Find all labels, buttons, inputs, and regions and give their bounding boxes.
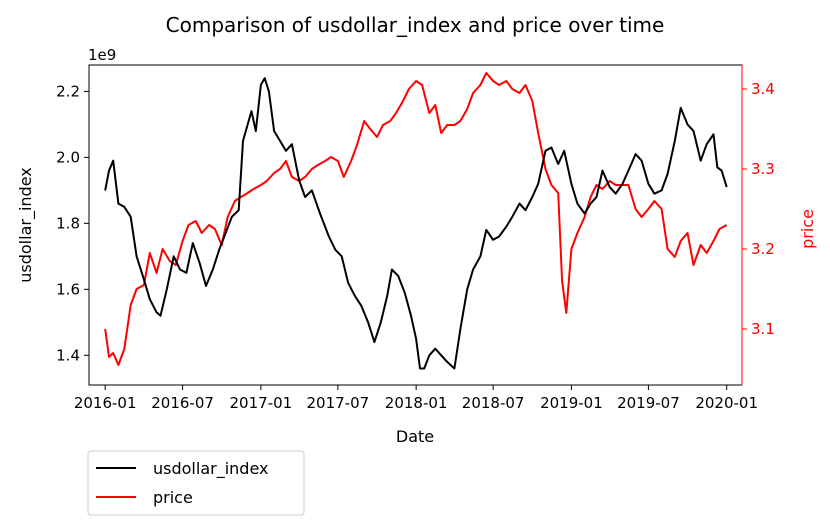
y-right-tick-label: 3.1 [751, 320, 775, 338]
legend-label-price: price [153, 488, 193, 507]
legend: usdollar_index price [87, 450, 305, 516]
x-tick-label: 2016-07 [151, 394, 214, 412]
y-left-tick-label: 1.8 [56, 214, 80, 232]
series-usdollar-index [104, 77, 728, 370]
y-left-tick-label: 1.6 [56, 280, 80, 298]
x-tick-label: 2019-01 [540, 394, 603, 412]
chart-title: Comparison of usdollar_index and price o… [166, 13, 665, 37]
x-tick-label: 2016-01 [74, 394, 137, 412]
series-price [104, 72, 728, 366]
legend-label-usdollar-index: usdollar_index [153, 459, 268, 479]
y-axis-right-label: price [798, 209, 817, 249]
x-axis-label: Date [396, 427, 434, 446]
y-axis-left: 1.4 1.6 1.8 2.0 2.2 [56, 82, 89, 364]
legend-frame [87, 450, 305, 516]
y-left-tick-label: 1.4 [56, 346, 80, 364]
y-right-tick-label: 3.4 [751, 80, 775, 98]
series-line-usdollar-index [104, 77, 728, 370]
y-axis-right: 3.1 3.2 3.3 3.4 [741, 65, 775, 385]
y-right-tick-label: 3.2 [751, 240, 775, 258]
x-tick-label: 2017-07 [307, 394, 370, 412]
x-tick-label: 2019-07 [617, 394, 680, 412]
x-tick-label: 2018-07 [462, 394, 525, 412]
y-right-tick-label: 3.3 [751, 160, 775, 178]
y-left-tick-label: 2.2 [56, 82, 80, 100]
series-line-price [104, 72, 728, 366]
x-tick-label: 2017-01 [230, 394, 293, 412]
x-tick-label: 2018-01 [385, 394, 448, 412]
left-axis-offset-label: 1e9 [88, 46, 116, 64]
y-left-tick-label: 2.0 [56, 148, 80, 166]
y-axis-left-label: usdollar_index [16, 167, 36, 282]
x-axis: 2016-01 2016-07 2017-01 2017-07 2018-01 2018-… [74, 385, 758, 412]
x-tick-label: 2020-01 [695, 394, 758, 412]
